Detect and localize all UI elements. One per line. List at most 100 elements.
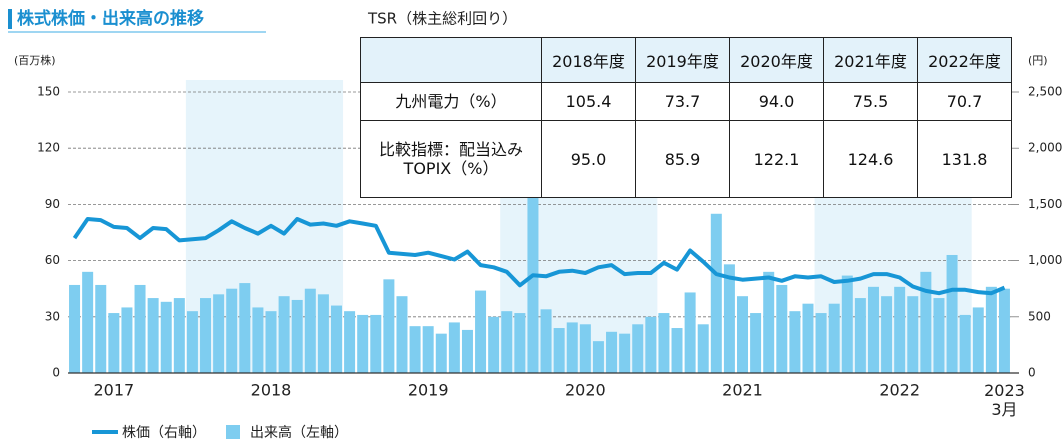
volume-bar <box>173 298 185 373</box>
volume-bar <box>213 294 225 373</box>
volume-bar <box>435 333 447 373</box>
column-header: 2022年度 <box>917 37 1012 83</box>
volume-bar <box>920 271 932 373</box>
column-header: 2020年度 <box>729 37 824 83</box>
volume-bar <box>645 316 657 373</box>
volume-bar <box>632 324 644 373</box>
y2-axis-label: (円) <box>1028 54 1048 67</box>
volume-bar <box>907 296 919 373</box>
volume-bar <box>710 213 722 373</box>
volume-bar <box>95 284 107 373</box>
y2-tick-label: 1,000 <box>1028 253 1062 267</box>
volume-bar <box>304 288 316 373</box>
table-cell: 73.7 <box>635 82 730 121</box>
volume-bar <box>344 311 356 373</box>
volume-bar <box>566 322 578 373</box>
tsr-table: 2018年度 2019年度 2020年度 2021年度 2022年度 九州電力（%） 105… <box>360 37 1012 198</box>
volume-bar <box>684 292 696 373</box>
volume-bar <box>461 329 473 373</box>
volume-bar <box>697 324 709 373</box>
volume-bar <box>750 313 762 373</box>
volume-bar <box>540 309 552 373</box>
table-cell: 85.9 <box>635 120 730 198</box>
volume-bar <box>841 275 853 373</box>
x-tick-label: 2022 <box>879 381 920 400</box>
volume-bar <box>881 296 893 373</box>
table-row: 比較指標：配当込み TOPIX（%） 95.0 85.9 122.1 124.6 131.… <box>360 120 1012 198</box>
volume-bar <box>789 311 801 373</box>
volume-bar <box>606 331 618 373</box>
volume-bar <box>592 341 604 373</box>
table-cell: 124.6 <box>823 120 918 198</box>
row-label: 九州電力（%） <box>360 82 542 121</box>
table-cell: 94.0 <box>729 82 824 121</box>
volume-bar <box>553 328 565 373</box>
y-tick-label: 60 <box>45 253 60 267</box>
table-row: 九州電力（%） 105.4 73.7 94.0 75.5 70.7 <box>360 82 1012 121</box>
volume-bar <box>252 307 264 373</box>
volume-bar <box>998 288 1010 373</box>
x-tick-label: 2021 <box>722 381 763 400</box>
y2-tick-label: 500 <box>1028 309 1051 323</box>
volume-bar <box>475 290 487 373</box>
volume-bar <box>121 307 133 373</box>
volume-bar <box>763 271 775 373</box>
y-axis-label: (百万株) <box>14 53 56 67</box>
volume-bar <box>370 314 382 373</box>
volume-bar <box>488 316 500 373</box>
volume-bar <box>894 286 906 373</box>
chart-title: 株式株価・出来高の推移 <box>17 8 204 29</box>
x-tick-label: 2017 <box>93 381 134 400</box>
y2-tick-label: 0 <box>1028 366 1036 380</box>
volume-bar <box>330 305 342 373</box>
volume-bar <box>147 298 159 373</box>
column-header: 2019年度 <box>635 37 730 83</box>
volume-bar <box>658 313 670 373</box>
volume-bar <box>815 313 827 373</box>
volume-bar <box>278 296 290 373</box>
volume-bar <box>501 311 513 373</box>
volume-bar <box>527 185 539 373</box>
legend-label: 出来高（左軸） <box>250 424 348 441</box>
volume-bar <box>265 311 277 373</box>
volume-bar <box>69 284 81 373</box>
y2-tick-label: 2,000 <box>1028 141 1062 155</box>
table-title: TSR（株主総利回り） <box>367 10 517 28</box>
volume-bar <box>619 333 631 373</box>
volume-bar <box>160 301 172 373</box>
volume-bar <box>579 324 591 373</box>
y-tick-label: 0 <box>52 366 60 380</box>
volume-bar <box>82 271 94 373</box>
title-marker <box>8 9 12 29</box>
volume-bar <box>737 296 749 373</box>
volume-bar <box>291 299 303 373</box>
legend-label: 株価（右軸） <box>122 425 206 441</box>
x-tick-label: 2018 <box>251 381 292 400</box>
volume-bar <box>802 303 814 373</box>
y-tick-label: 150 <box>37 85 60 99</box>
volume-bar <box>933 298 945 373</box>
volume-bar <box>514 313 526 373</box>
table-cell: 70.7 <box>917 82 1012 121</box>
volume-bar <box>200 298 212 373</box>
price-line <box>72 217 1006 296</box>
volume-bar <box>357 314 369 373</box>
year-shade <box>185 80 344 373</box>
x-tick-label: 2023 3月 <box>984 381 1025 419</box>
table-cell: 131.8 <box>917 120 1012 198</box>
volume-bar <box>186 311 198 373</box>
table-cell: 75.5 <box>823 82 918 121</box>
volume-bar <box>383 279 395 373</box>
column-header: 2018年度 <box>541 37 636 83</box>
volume-bar <box>409 326 421 373</box>
volume-bar <box>317 294 329 373</box>
volume-bar <box>134 284 146 373</box>
y2-tick-label: 1,500 <box>1028 197 1062 211</box>
volume-bar <box>985 286 997 373</box>
y2-tick-label: 2,500 <box>1028 85 1062 99</box>
volume-bar <box>108 313 120 373</box>
table-corner <box>360 37 542 83</box>
y-tick-label: 120 <box>37 141 60 155</box>
volume-bar <box>946 254 958 373</box>
x-tick-label: 2019 <box>408 381 449 400</box>
